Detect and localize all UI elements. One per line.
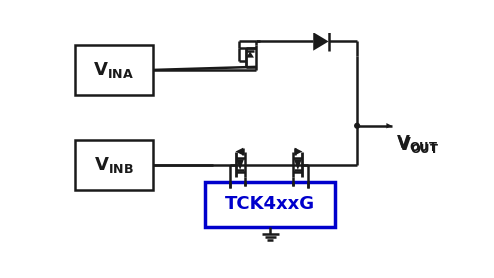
Text: TCK4xxG: TCK4xxG [225,195,315,213]
Text: $\mathbf{V_{OUT}}$: $\mathbf{V_{OUT}}$ [397,135,440,155]
Circle shape [354,123,360,129]
Bar [75,45,153,95]
Bar [206,182,335,227]
Polygon shape [246,51,254,58]
Bar [75,140,153,190]
Polygon shape [236,159,244,170]
Polygon shape [313,32,329,51]
Polygon shape [294,159,302,170]
Polygon shape [295,148,302,155]
Text: $\mathbf{V_{INA}}$: $\mathbf{V_{INA}}$ [93,60,134,80]
Text: $\mathbf{V_{INB}}$: $\mathbf{V_{INB}}$ [94,155,134,175]
Polygon shape [386,123,392,128]
Polygon shape [236,148,243,155]
Text: $\mathbf{V_{OUT}}$: $\mathbf{V_{OUT}}$ [396,133,438,153]
